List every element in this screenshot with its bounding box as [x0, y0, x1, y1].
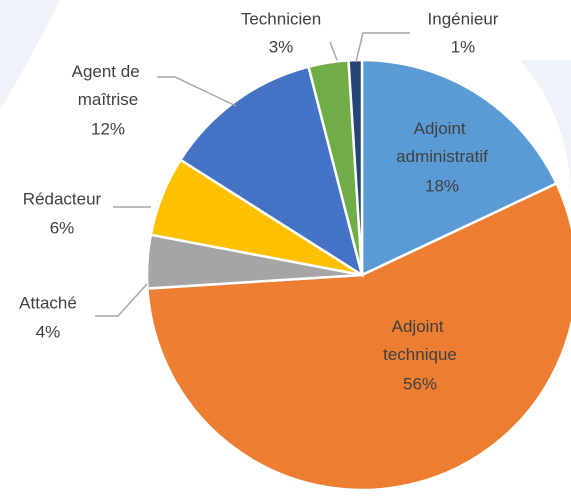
category-label: Adjoint technique [383, 317, 457, 364]
slice [178, 65, 364, 278]
leader-line [157, 76, 237, 107]
leader-line [355, 32, 410, 63]
slice [146, 181, 571, 492]
slice [347, 58, 364, 276]
category-label: Technicien [241, 9, 321, 28]
value-label: 1% [451, 37, 476, 56]
category-label: Adjoint administratif [396, 119, 488, 166]
category-label: Ingénieur [428, 9, 499, 28]
value-label: 12% [91, 119, 125, 138]
background-shape [0, 0, 60, 110]
label-line: technique [383, 345, 457, 364]
value-label: 4% [36, 322, 61, 341]
value-label: 18% [425, 176, 459, 195]
label-line: Adjoint [414, 119, 471, 138]
slices [145, 58, 571, 492]
leader-line [329, 41, 338, 61]
label-line: administratif [396, 147, 488, 166]
value-label: 56% [403, 374, 437, 393]
leader-line [95, 283, 148, 317]
category-label: Attaché [19, 293, 77, 312]
label-line: Adjoint [392, 317, 449, 336]
category-label: Agent de maîtrise [72, 62, 145, 109]
value-label: 3% [269, 37, 294, 56]
category-label: Rédacteur [23, 189, 102, 208]
background-shape [520, 60, 571, 200]
value-label: 6% [50, 218, 75, 237]
label-line: Agent de [72, 62, 145, 81]
slice [360, 58, 559, 277]
label-line: maîtrise [78, 90, 138, 109]
